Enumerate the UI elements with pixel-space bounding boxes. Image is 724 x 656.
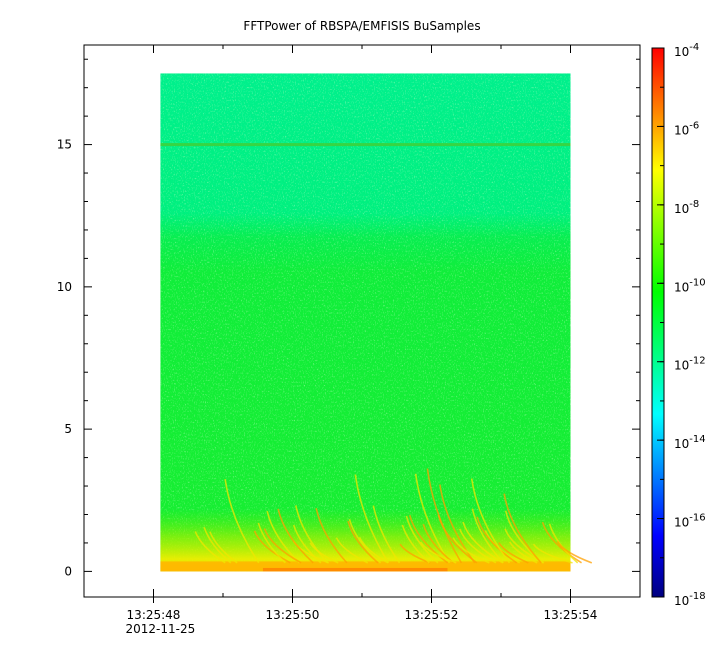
chorus-streak [470, 478, 511, 564]
spectrogram-upper-noise [160, 73, 571, 230]
colorbar: 10-4 10-6 10-8 10-10 10-12 10-14 10-16 10-18 [651, 42, 706, 608]
chorus-streak [253, 530, 291, 564]
y-tick-label: 10 [57, 280, 72, 294]
chorus-streak [224, 479, 260, 564]
chorus-streak [401, 524, 430, 564]
x-axis: 13:25:48 13:25:50 13:25:52 13:25:54 2012-11-… [83, 45, 641, 636]
chorus-streak [503, 493, 542, 564]
x-tick-label: 13:25:50 [266, 608, 320, 622]
chorus-streak [358, 536, 389, 564]
chorus-streak [509, 541, 538, 564]
horizontal-interference-line [160, 143, 571, 147]
chorus-streak [354, 474, 390, 564]
colorbar-tick-label: 10-6 [674, 120, 699, 137]
chorus-streak [194, 531, 226, 564]
x-date-label: 2012-11-25 [126, 622, 196, 636]
chorus-streaks [194, 468, 593, 564]
colorbar-tick-label: 10-4 [674, 42, 699, 59]
y-tick-label: 5 [64, 422, 72, 436]
colorbar-tick-label: 10-10 [674, 277, 706, 294]
colorbar-tick-label: 10-14 [674, 434, 706, 451]
chorus-streak [419, 541, 457, 564]
x-tick-label: 13:25:54 [544, 608, 598, 622]
chorus-streak [408, 515, 449, 564]
chorus-streak [405, 515, 439, 564]
y-tick-label: 0 [64, 564, 72, 578]
chorus-streak [459, 528, 497, 564]
chorus-streak [541, 521, 582, 564]
chorus-streak [209, 531, 238, 564]
plot-area [83, 44, 641, 598]
chorus-streak [532, 543, 573, 564]
chorus-streak [399, 543, 431, 564]
colorbar-tick-label: 10-8 [674, 199, 699, 216]
chorus-streak [452, 537, 490, 564]
x-tick-label: 13:25:52 [405, 608, 459, 622]
chorus-streak [277, 508, 314, 564]
chorus-streak [437, 514, 478, 564]
chorus-streak [347, 520, 379, 564]
colorbar-tick-label: 10-18 [674, 591, 706, 608]
chorus-streak [439, 484, 476, 564]
chorus-streak [471, 508, 504, 564]
chorus-streak [309, 542, 339, 564]
bottom-hot-line [262, 567, 448, 572]
y-axis: 0 5 10 15 [57, 58, 640, 578]
chorus-streak [556, 541, 593, 564]
chorus-streak [476, 516, 518, 564]
colorbar-tick-label: 10-16 [674, 513, 706, 530]
bottom-hot-band [160, 561, 571, 572]
x-tick-label: 13:25:48 [127, 608, 181, 622]
chorus-streak [348, 518, 382, 564]
chorus-streak [292, 524, 322, 564]
chorus-streak [257, 522, 286, 564]
colorbar-tick-label: 10-12 [674, 356, 706, 373]
chorus-streak [462, 521, 504, 564]
chorus-streak [315, 508, 348, 564]
chorus-streak [335, 537, 369, 564]
y-tick-label: 15 [57, 138, 72, 152]
chorus-streak [263, 528, 302, 564]
chorus-streak [372, 505, 401, 564]
chorus-streak [295, 505, 329, 564]
chorus-streak [498, 542, 529, 564]
chorus-streak [203, 526, 232, 564]
chart-title: FFTPower of RBSPA/EMFISIS BuSamples [243, 19, 480, 33]
